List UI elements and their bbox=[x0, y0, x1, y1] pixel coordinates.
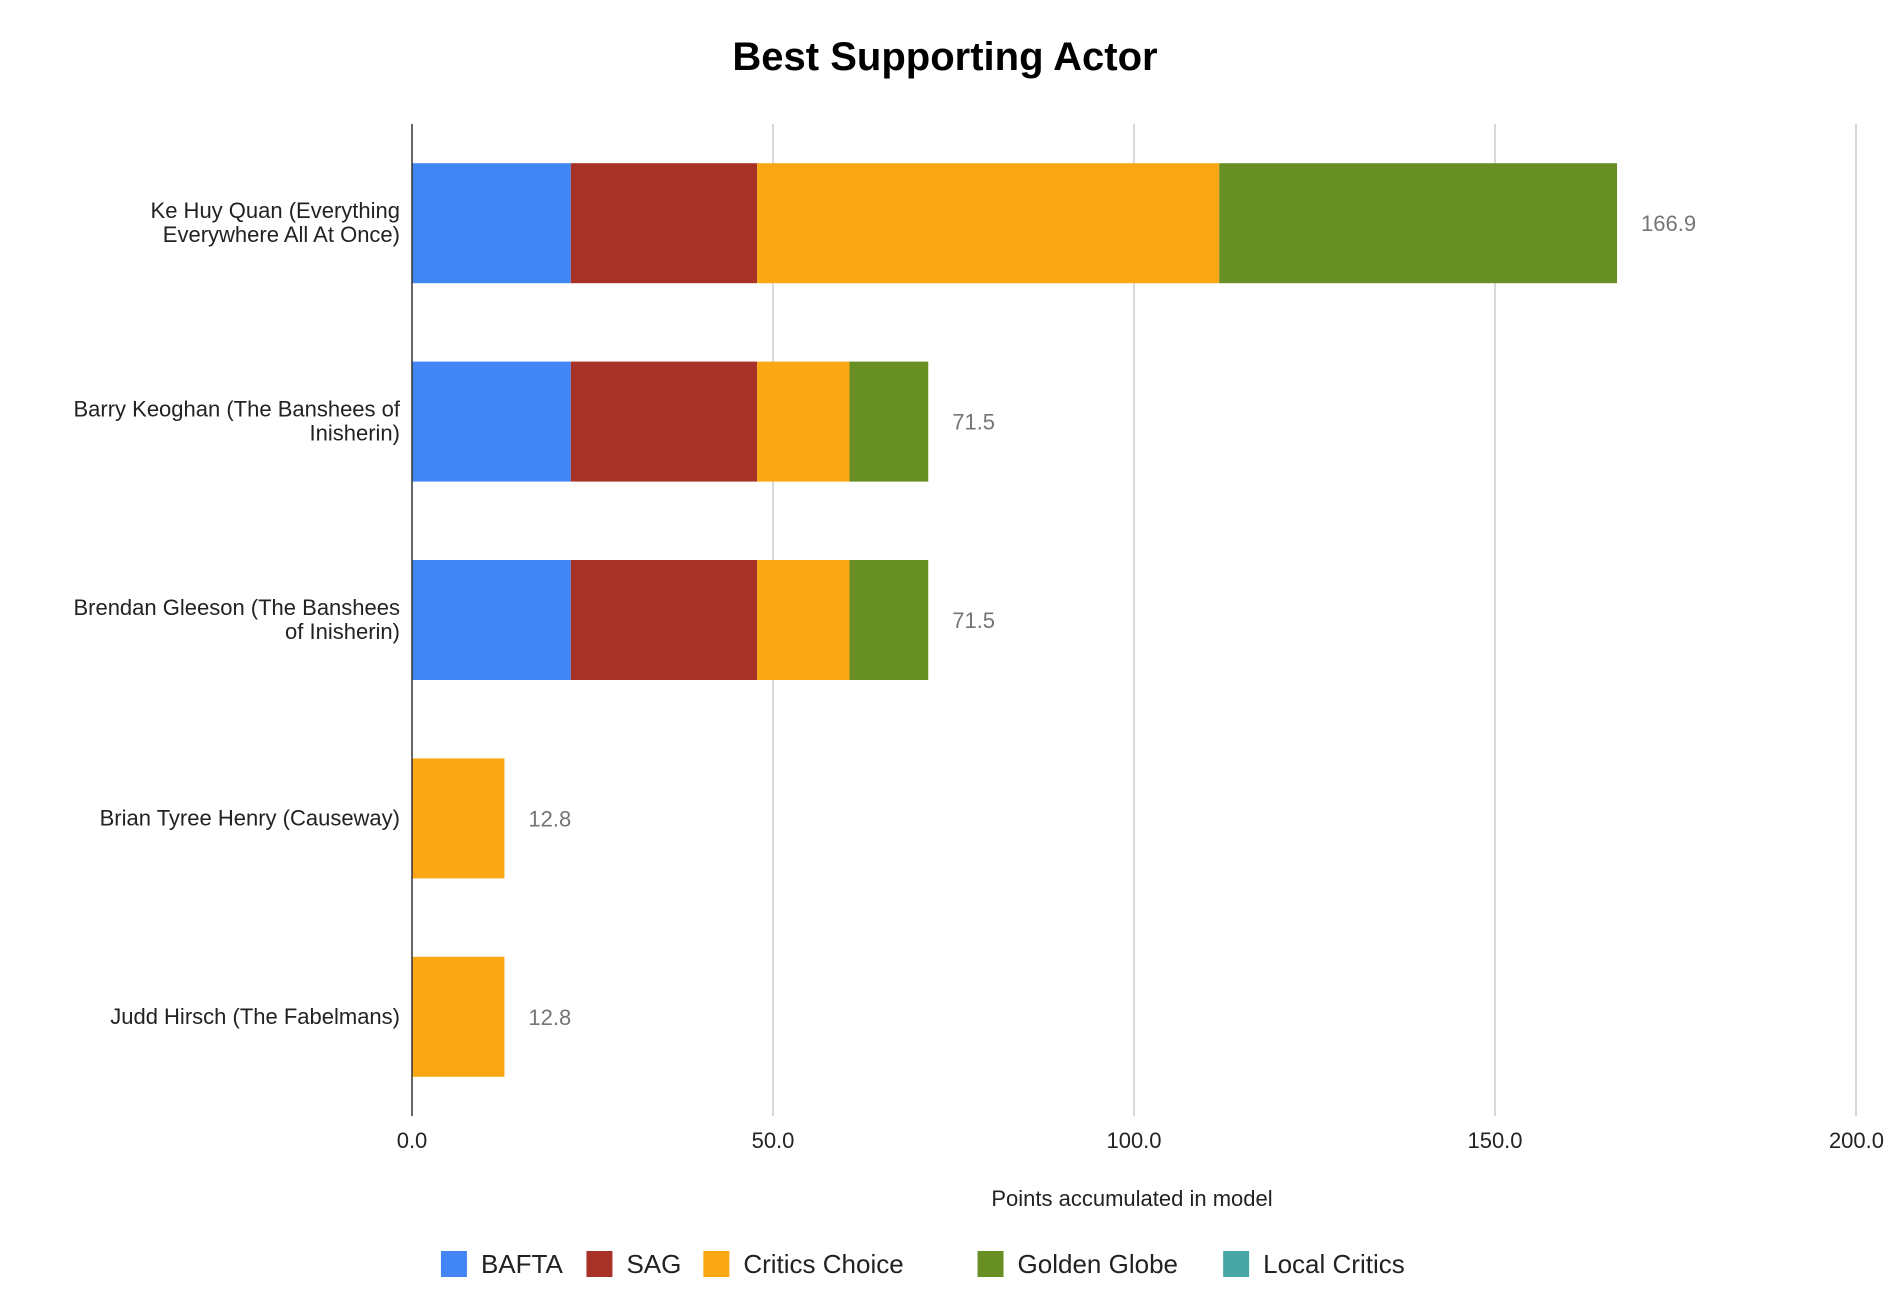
category-label-line: Judd Hirsch (The Fabelmans) bbox=[110, 1004, 400, 1029]
bar-segment bbox=[412, 758, 505, 879]
x-axis-title: Points accumulated in model bbox=[991, 1186, 1272, 1211]
x-tick-labels: 0.0 50.0 100.0 150.0 200.0 bbox=[397, 1128, 1884, 1153]
bar-segment bbox=[412, 361, 571, 482]
category-label: Ke Huy Quan (Everything Everywhere All At… bbox=[151, 198, 400, 247]
x-tick-label: 50.0 bbox=[752, 1128, 795, 1153]
legend-item: Golden Globe bbox=[977, 1249, 1178, 1279]
legend-label: SAG bbox=[626, 1249, 681, 1279]
legend-label: Critics Choice bbox=[743, 1249, 903, 1279]
category-label-line: Inisherin) bbox=[310, 421, 400, 446]
bar-segment bbox=[849, 361, 929, 482]
category-label: Brendan Gleeson (The Banshees of Inisheri… bbox=[73, 595, 400, 644]
legend-item: Critics Choice bbox=[703, 1249, 904, 1279]
x-tick-label: 100.0 bbox=[1106, 1128, 1161, 1153]
legend-swatch bbox=[586, 1251, 613, 1277]
bar-segment bbox=[570, 560, 758, 680]
legend-label: Golden Globe bbox=[1018, 1249, 1178, 1279]
category-label-line: Ke Huy Quan (Everything bbox=[151, 198, 400, 223]
total-label: 71.5 bbox=[952, 608, 995, 633]
legend-item: Local Critics bbox=[1223, 1249, 1405, 1279]
legend-swatch bbox=[440, 1251, 467, 1277]
total-label: 12.8 bbox=[528, 806, 571, 831]
bar-segment bbox=[849, 560, 929, 680]
total-label: 71.5 bbox=[952, 410, 995, 435]
legend-item: BAFTA bbox=[440, 1249, 564, 1279]
legend-swatch bbox=[703, 1251, 730, 1277]
bar-segment bbox=[412, 163, 571, 284]
category-label-line: Barry Keoghan (The Banshees of bbox=[73, 397, 400, 422]
bar-segment bbox=[570, 163, 758, 284]
category-label-line: Brendan Gleeson (The Banshees bbox=[73, 595, 400, 620]
legend-label: BAFTA bbox=[481, 1249, 564, 1279]
bar-segment bbox=[757, 163, 1220, 284]
legend-item: SAG bbox=[586, 1249, 681, 1279]
category-label-line: Everywhere All At Once) bbox=[163, 222, 400, 247]
total-labels: 166.9 71.5 71.5 12.8 12.8 bbox=[528, 211, 1696, 1030]
chart-title: Best Supporting Actor bbox=[732, 35, 1157, 79]
bar-segment bbox=[757, 361, 850, 482]
total-label: 12.8 bbox=[528, 1005, 571, 1030]
category-labels: Ke Huy Quan (Everything Everywhere All At… bbox=[73, 198, 400, 1029]
legend: BAFTA SAG Critics Choice Golden Globe Local … bbox=[440, 1249, 1405, 1279]
total-label: 166.9 bbox=[1641, 211, 1696, 236]
legend-swatch bbox=[1223, 1251, 1250, 1277]
bar-segment bbox=[570, 361, 758, 482]
category-label: Judd Hirsch (The Fabelmans) bbox=[110, 1004, 400, 1029]
bars bbox=[412, 163, 1618, 1077]
legend-label: Local Critics bbox=[1263, 1249, 1405, 1279]
bar-segment bbox=[1219, 163, 1618, 284]
category-label: Brian Tyree Henry (Causeway) bbox=[100, 805, 400, 830]
x-tick-label: 0.0 bbox=[397, 1128, 428, 1153]
category-label: Barry Keoghan (The Banshees of Inisherin) bbox=[73, 397, 400, 446]
x-tick-label: 150.0 bbox=[1467, 1128, 1522, 1153]
bar-segment bbox=[412, 560, 571, 680]
bar-segment bbox=[757, 560, 850, 680]
bar-segment bbox=[412, 956, 505, 1077]
x-tick-label: 200.0 bbox=[1829, 1128, 1884, 1153]
legend-swatch bbox=[977, 1251, 1004, 1277]
category-label-line: of Inisherin) bbox=[285, 619, 400, 644]
category-label-line: Brian Tyree Henry (Causeway) bbox=[100, 805, 400, 830]
